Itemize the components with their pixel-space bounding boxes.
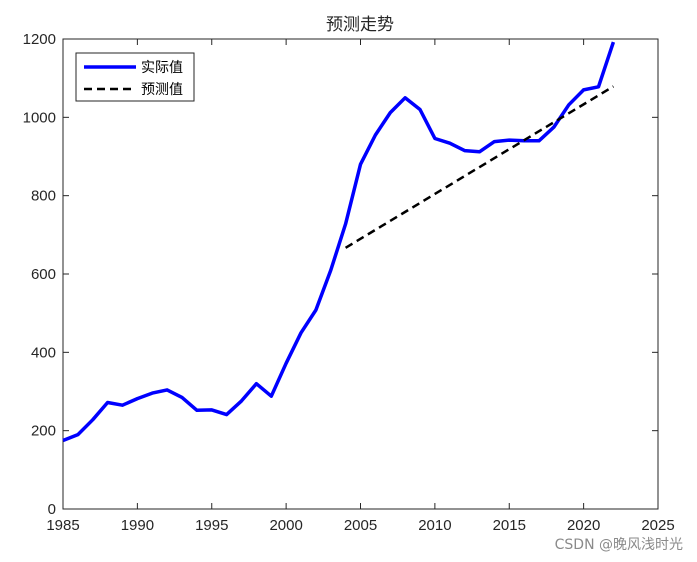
- watermark: CSDN @晚风浅时光: [555, 537, 683, 553]
- legend-label-actual: 实际值: [141, 60, 183, 76]
- x-tick-label: 1985: [46, 517, 79, 534]
- x-tick-label: 2025: [641, 517, 674, 534]
- legend: 实际值 预测值: [75, 52, 195, 102]
- x-tick-label: 2005: [344, 517, 377, 534]
- y-tick-label: 200: [31, 423, 56, 440]
- chart-title: 预测走势: [326, 15, 394, 35]
- x-tick-label: 1990: [121, 517, 154, 534]
- plot-area: [62, 38, 659, 510]
- x-tick-label: 2010: [418, 517, 451, 534]
- legend-label-predicted: 预测值: [141, 82, 183, 98]
- y-tick-label: 800: [31, 188, 56, 205]
- series-layer: [62, 41, 616, 443]
- x-tick-label: 2000: [269, 517, 302, 534]
- series-line-predicted: [344, 85, 615, 249]
- axes-box: [62, 38, 659, 510]
- y-axis: 0 200 400 600 800 1000 1200: [23, 31, 658, 518]
- series-line-actual: [62, 41, 616, 443]
- x-axis: 1985 1990 1995 2000 2005 2010 2015 2020 2025: [46, 39, 675, 534]
- y-tick-label: 1200: [23, 31, 56, 48]
- y-tick-label: 600: [31, 266, 56, 283]
- y-tick-label: 0: [48, 501, 56, 518]
- y-tick-label: 400: [31, 344, 56, 361]
- x-tick-label: 2020: [567, 517, 600, 534]
- x-tick-label: 1995: [195, 517, 228, 534]
- x-tick-label: 2015: [493, 517, 526, 534]
- legend-box: [75, 52, 195, 102]
- y-tick-label: 1000: [23, 109, 56, 126]
